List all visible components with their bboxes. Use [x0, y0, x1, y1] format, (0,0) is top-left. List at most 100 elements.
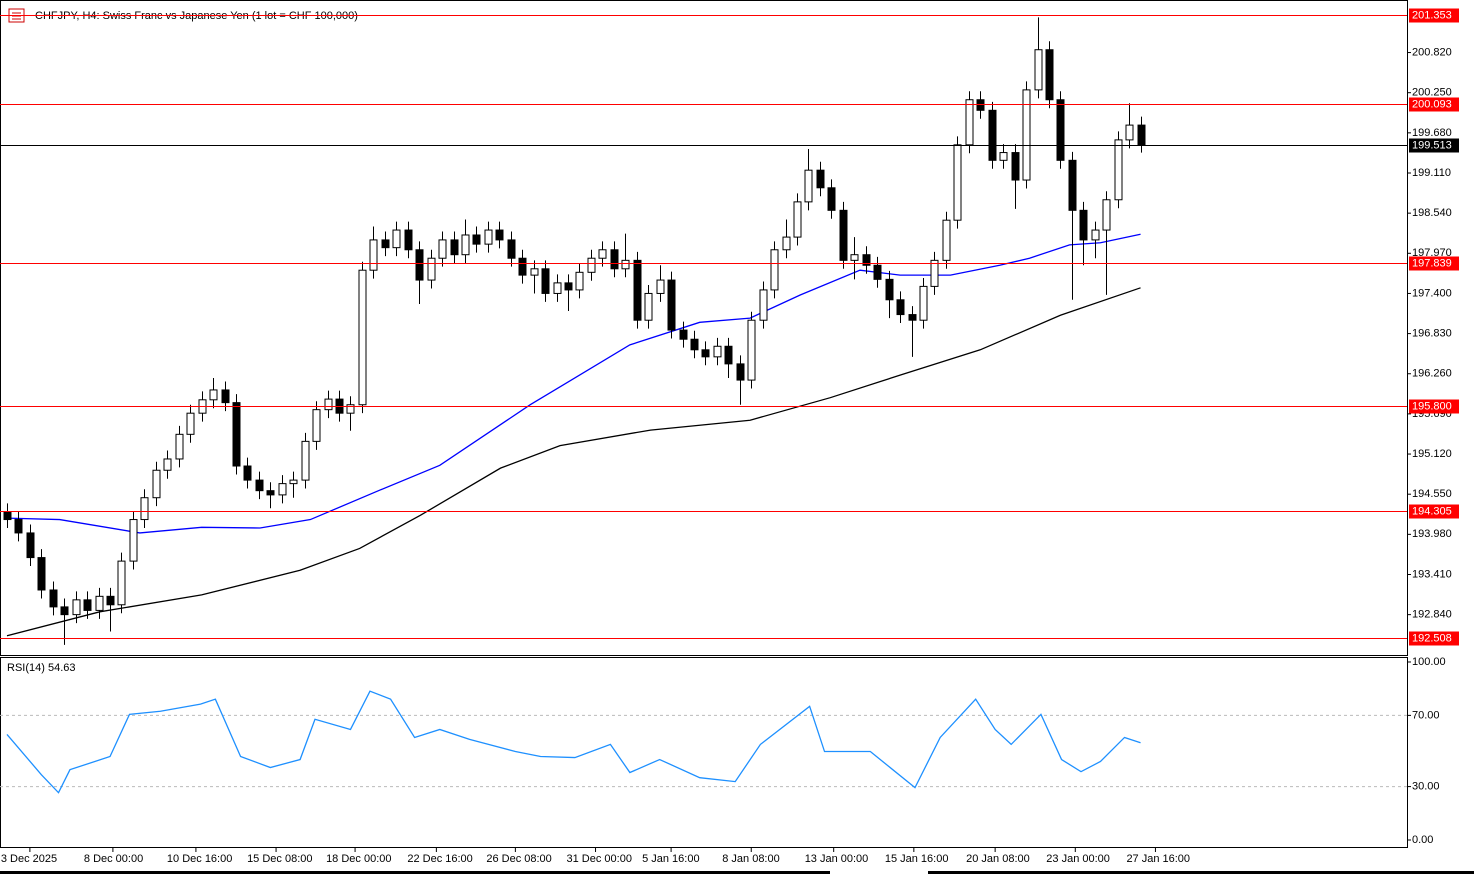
- candle-body: [404, 229, 413, 251]
- candle-body: [438, 239, 447, 259]
- candle-body: [221, 389, 230, 404]
- price-level-box: [1409, 8, 1459, 23]
- candle-body: [862, 254, 871, 266]
- candle-body: [621, 259, 630, 270]
- x-tick-label: 8 Jan 08:00: [722, 853, 780, 865]
- rsi-title: RSI(14) 54.63: [7, 662, 75, 674]
- candle-body: [942, 219, 951, 261]
- candle-body: [106, 595, 115, 606]
- candle-body: [679, 329, 688, 340]
- candle-body: [1056, 99, 1065, 161]
- price-level-label: 192.508: [1412, 632, 1452, 644]
- price-level-label: 194.305: [1412, 505, 1452, 517]
- candle-body: [839, 209, 848, 261]
- x-tick-label: 26 Dec 08:00: [486, 853, 551, 865]
- x-tick-label: 15 Dec 08:00: [247, 853, 312, 865]
- candle-body: [782, 236, 791, 251]
- candle-body: [392, 229, 401, 249]
- candle-body: [713, 345, 722, 358]
- candle-body: [507, 239, 516, 259]
- candle-body: [1091, 229, 1100, 241]
- price-level-box: [1409, 504, 1459, 519]
- candle-body: [610, 249, 619, 270]
- candle-body: [484, 229, 493, 245]
- candle-body: [278, 483, 287, 496]
- price-level-label: 195.800: [1412, 400, 1452, 412]
- scrollbar: [928, 871, 1474, 874]
- candle-body: [1068, 159, 1077, 211]
- candle-body: [1102, 199, 1111, 231]
- candle-body: [209, 389, 218, 401]
- x-tick-label: 20 Jan 08:00: [966, 853, 1030, 865]
- y-tick-label: 193.980: [1412, 528, 1452, 540]
- price-level-label: 200.093: [1412, 98, 1452, 110]
- candle-body: [95, 595, 104, 611]
- y-tick-label: 200.250: [1412, 87, 1452, 99]
- rsi-panel: [0, 657, 1408, 848]
- candle-body: [530, 268, 539, 276]
- candle-body: [827, 187, 836, 211]
- y-tick-label: 192.840: [1412, 609, 1452, 621]
- x-tick-label: 5 Jan 16:00: [642, 853, 700, 865]
- y-tick-label: 197.970: [1412, 247, 1452, 259]
- x-tick-label: 10 Dec 16:00: [167, 853, 232, 865]
- candle-body: [1114, 139, 1123, 201]
- candle-body: [553, 282, 562, 294]
- candle-body: [736, 363, 745, 381]
- candle-body: [289, 479, 298, 485]
- price-level-box: [1409, 399, 1459, 414]
- candle-body: [243, 465, 252, 481]
- y-tick-label: 193.410: [1412, 568, 1452, 580]
- main-panel: [0, 0, 1408, 656]
- y-tick-label: 0.00: [1412, 834, 1433, 846]
- candle-body: [656, 279, 665, 294]
- y-tick-label: 197.400: [1412, 287, 1452, 299]
- candle-body: [667, 279, 676, 331]
- candle-body: [1045, 49, 1054, 101]
- x-tick-label: 22 Dec 16:00: [407, 853, 472, 865]
- candle-body: [60, 606, 69, 616]
- x-tick-label: 15 Jan 16:00: [885, 853, 949, 865]
- candle-body: [3, 511, 12, 521]
- candle-body: [587, 257, 596, 273]
- moving-average: [6, 233, 1141, 534]
- price-level-box: [1409, 256, 1459, 271]
- price-level-label: 199.513: [1412, 139, 1452, 151]
- candle-body: [37, 557, 46, 591]
- candle-body: [415, 249, 424, 281]
- candle-body: [346, 404, 355, 414]
- candle-body: [541, 268, 550, 294]
- candle-body: [1125, 124, 1134, 141]
- candle-body: [644, 292, 653, 321]
- candle-body: [908, 314, 917, 321]
- candle-body: [129, 519, 138, 562]
- candle-body: [14, 519, 23, 534]
- candle-body: [724, 345, 733, 365]
- candle-body: [1011, 152, 1020, 181]
- y-tick-label: 200.820: [1412, 46, 1452, 58]
- candle-body: [186, 412, 195, 435]
- candle-body: [312, 409, 321, 442]
- price-level-label: 201.353: [1412, 9, 1452, 21]
- x-tick-label: 13 Jan 00:00: [805, 853, 869, 865]
- candle-body: [919, 285, 928, 321]
- candle-body: [701, 349, 710, 358]
- y-tick-label: 194.550: [1412, 488, 1452, 500]
- candle-body: [598, 249, 607, 259]
- candle-body: [301, 440, 310, 481]
- candle-body: [163, 458, 172, 471]
- y-tick-label: 196.260: [1412, 368, 1452, 380]
- x-tick-label: 31 Dec 00:00: [567, 853, 632, 865]
- candle-body: [381, 239, 390, 249]
- y-tick-label: 70.00: [1412, 709, 1440, 721]
- x-tick-label: 8 Dec 00:00: [84, 853, 143, 865]
- candle-body: [988, 109, 997, 161]
- candle-body: [930, 259, 939, 287]
- candle-body: [518, 257, 527, 276]
- y-tick-label: 30.00: [1412, 780, 1440, 792]
- candle-body: [369, 239, 378, 271]
- candle-body: [976, 99, 985, 111]
- candle-body: [1079, 209, 1088, 241]
- candle-body: [49, 589, 58, 608]
